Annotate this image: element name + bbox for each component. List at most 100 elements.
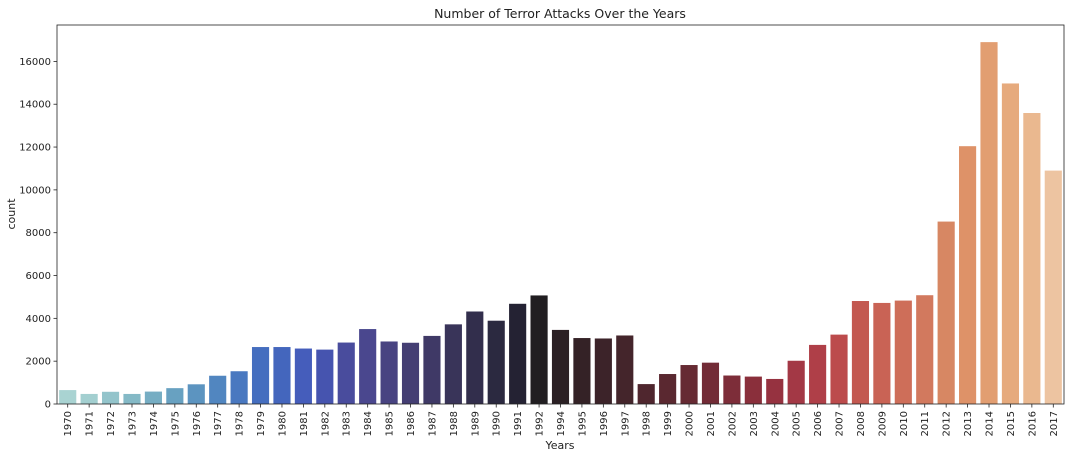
bar-1981 <box>294 348 312 404</box>
bar-1999 <box>659 374 677 404</box>
y-tick-label: 2000 <box>26 357 51 368</box>
x-tick-label: 1983 <box>342 411 353 436</box>
bar-1995 <box>573 338 591 404</box>
x-tick-label: 1982 <box>320 411 331 436</box>
bar-1997 <box>616 335 634 404</box>
x-tick-label: 1994 <box>556 411 567 436</box>
x-tick-label: 2007 <box>835 411 846 436</box>
x-tick-label: 1972 <box>106 411 117 436</box>
bar-2012 <box>937 221 955 404</box>
bar-1987 <box>423 335 441 404</box>
x-tick-label: 2009 <box>877 411 888 436</box>
bar-1970 <box>59 390 77 404</box>
bar-1994 <box>551 329 570 404</box>
bar-2007 <box>830 334 848 404</box>
x-tick-label: 2016 <box>1027 411 1038 436</box>
bar-2005 <box>787 360 805 404</box>
x-tick-label: 1975 <box>170 411 181 436</box>
bar-1992 <box>530 295 548 404</box>
x-tick-label: 1984 <box>363 411 374 436</box>
x-tick-label: 1985 <box>385 411 396 436</box>
y-tick-label: 14000 <box>19 100 51 111</box>
x-tick-label: 1979 <box>256 411 267 436</box>
bar-1996 <box>594 338 612 404</box>
bar-1972 <box>101 391 120 404</box>
bar-1979 <box>251 347 270 404</box>
bar-2016 <box>1023 113 1041 404</box>
x-axis-ticks: 1970 1971 1972 1973 1974 1975 1976 1977 1978 1979… <box>63 404 1060 436</box>
bar-1983 <box>337 342 355 404</box>
x-tick-label: 1971 <box>85 411 96 436</box>
plot-frame <box>56 24 1065 405</box>
x-tick-label: 1977 <box>213 411 224 436</box>
y-tick-label: 8000 <box>26 228 51 239</box>
x-tick-label: 1986 <box>406 411 417 436</box>
bar-2008 <box>851 301 870 404</box>
x-tick-label: 1989 <box>470 411 481 436</box>
y-tick-label: 4000 <box>26 314 51 325</box>
x-tick-label: 1973 <box>127 411 138 436</box>
bar-2011 <box>916 295 934 404</box>
x-tick-label: 1990 <box>492 411 503 436</box>
bar-2002 <box>723 375 741 404</box>
bar-1975 <box>166 388 184 404</box>
x-tick-label: 1988 <box>449 411 460 436</box>
bar-1986 <box>401 342 420 404</box>
x-tick-label: 2004 <box>770 411 781 436</box>
bar-1974 <box>144 391 162 404</box>
x-tick-label: 2005 <box>792 411 803 436</box>
y-tick-label: 12000 <box>19 143 51 154</box>
bars-group <box>59 42 1062 405</box>
x-tick-label: 1992 <box>535 411 546 436</box>
x-tick-label: 2014 <box>985 411 996 436</box>
x-axis-label: Years <box>544 439 574 452</box>
x-tick-label: 1978 <box>235 411 246 436</box>
x-tick-label: 1998 <box>642 411 653 436</box>
x-tick-label: 2015 <box>1006 411 1017 436</box>
x-tick-label: 1991 <box>513 411 524 436</box>
bar-1998 <box>637 384 655 404</box>
x-tick-label: 2012 <box>942 411 953 436</box>
bar-1985 <box>380 341 398 404</box>
bar-1978 <box>230 371 248 404</box>
x-tick-label: 1970 <box>63 411 74 436</box>
x-tick-label: 1995 <box>577 411 588 436</box>
bar-1991 <box>509 303 527 404</box>
bar-1984 <box>359 329 377 404</box>
bar-2001 <box>701 362 720 404</box>
bar-2003 <box>744 376 762 404</box>
x-tick-label: 2013 <box>963 411 974 436</box>
bar-2010 <box>894 300 912 404</box>
x-tick-label: 2008 <box>856 411 867 436</box>
bar-1982 <box>316 349 334 404</box>
x-tick-label: 2001 <box>706 411 717 436</box>
x-tick-label: 1997 <box>620 411 631 436</box>
bar-1989 <box>466 311 484 404</box>
bar-1988 <box>444 324 462 404</box>
y-axis-ticks: 0 2000 4000 6000 8000 10000 12000 14000 16000 <box>19 57 57 411</box>
x-tick-label: 1987 <box>427 411 438 436</box>
y-tick-label: 0 <box>45 400 51 411</box>
bar-2013 <box>959 146 977 404</box>
x-tick-label: 2006 <box>813 411 824 436</box>
x-tick-label: 1974 <box>149 411 160 436</box>
bar-1971 <box>80 393 98 404</box>
bar-1980 <box>273 347 291 404</box>
y-tick-label: 6000 <box>26 271 51 282</box>
x-tick-label: 1981 <box>299 411 310 436</box>
bar-2004 <box>766 378 784 404</box>
x-tick-label: 1999 <box>663 411 674 436</box>
x-tick-label: 2003 <box>749 411 760 436</box>
bar-2000 <box>680 365 698 404</box>
bar-2014 <box>980 42 998 404</box>
bar-2017 <box>1044 170 1062 404</box>
bar-1973 <box>123 393 141 404</box>
y-tick-label: 16000 <box>19 57 51 68</box>
chart-title: Number of Terror Attacks Over the Years <box>434 6 686 21</box>
bar-2015 <box>1001 83 1020 405</box>
y-axis-label: count <box>5 198 18 230</box>
bar-2009 <box>873 302 891 404</box>
x-tick-label: 2011 <box>920 411 931 436</box>
